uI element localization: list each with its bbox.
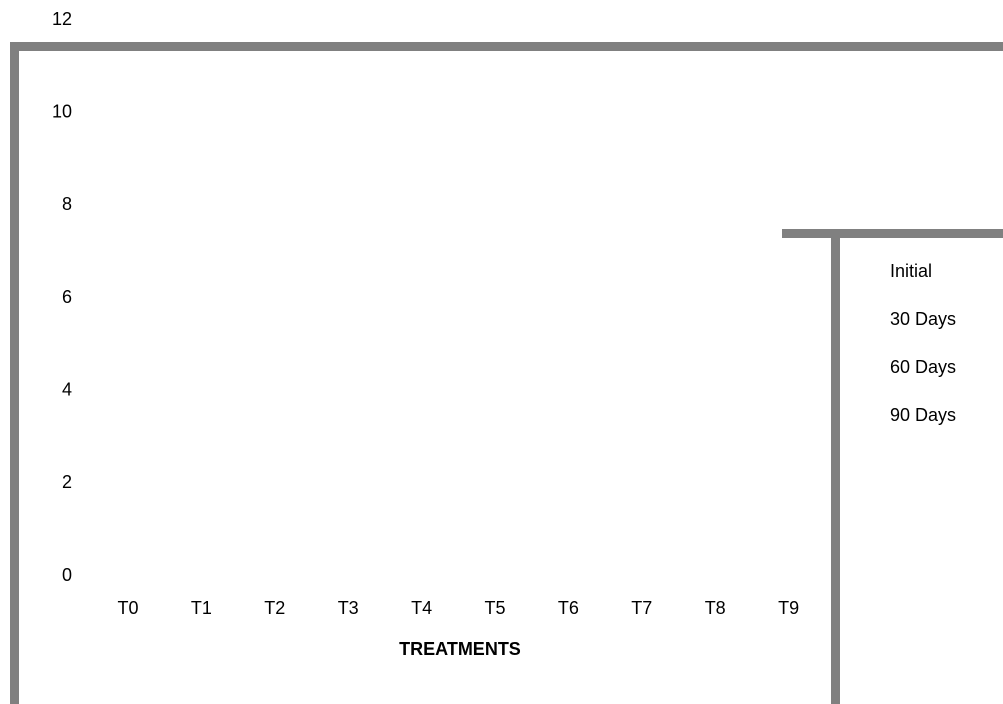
x-tick-label: T3	[338, 598, 359, 618]
frame-left	[10, 42, 19, 704]
x-tick-label: T6	[558, 598, 579, 618]
x-tick-label: T0	[117, 598, 138, 618]
legend-label: 90 Days	[890, 405, 956, 425]
x-axis-label: TREATMENTS	[399, 639, 521, 659]
y-tick-label: 0	[62, 565, 72, 585]
legend-frame-left	[831, 229, 840, 704]
x-tick-label: T2	[264, 598, 285, 618]
y-tick-label: 2	[62, 472, 72, 492]
x-tick-label: T1	[191, 598, 212, 618]
y-tick-label: 6	[62, 287, 72, 307]
frame-top	[10, 42, 1003, 51]
legend-label: Initial	[890, 261, 932, 281]
x-tick-label: T7	[631, 598, 652, 618]
y-tick-label: 8	[62, 194, 72, 214]
x-tick-label: T9	[778, 598, 799, 618]
legend-label: 30 Days	[890, 309, 956, 329]
y-tick-label: 12	[52, 9, 72, 29]
y-tick-label: 10	[52, 101, 72, 121]
legend-label: 60 Days	[890, 357, 956, 377]
y-tick-label: 4	[62, 379, 72, 399]
x-tick-label: T4	[411, 598, 432, 618]
x-tick-label: T5	[484, 598, 505, 618]
x-tick-label: T8	[705, 598, 726, 618]
legend-frame-top	[782, 229, 1003, 238]
